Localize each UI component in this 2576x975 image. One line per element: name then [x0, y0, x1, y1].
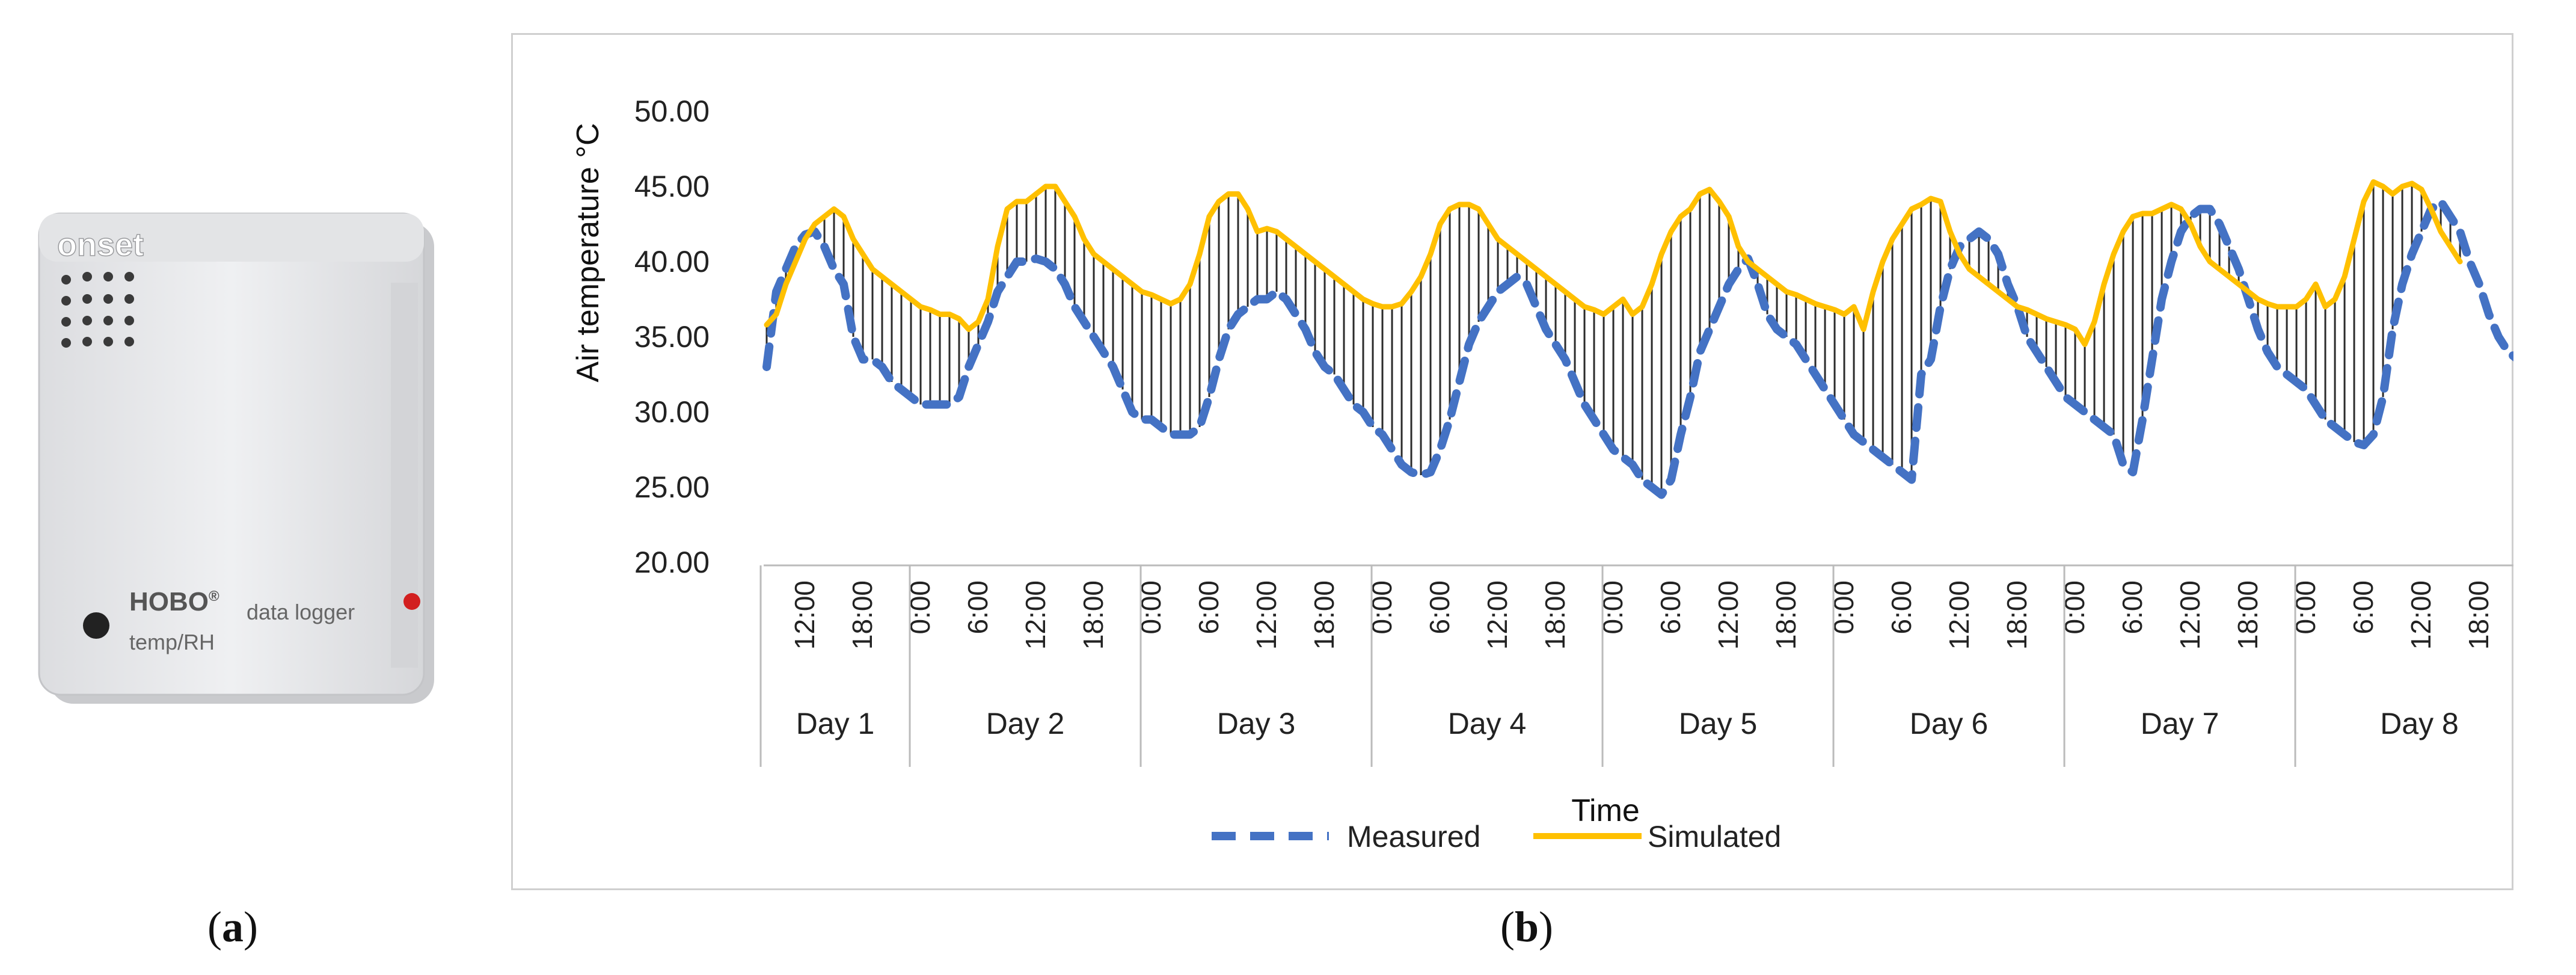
x-hour-tick-label: 12:00 — [1251, 580, 1282, 650]
panel-label-b: (b) — [1500, 903, 1554, 951]
x-hour-tick-label: 6:00 — [962, 580, 993, 635]
panel-letter-a: a — [221, 903, 244, 951]
panel-letter-b: b — [1514, 903, 1539, 951]
x-hour-tick-label: 6:00 — [2348, 580, 2379, 635]
chart-frame — [511, 33, 2513, 890]
x-day-label: Day 3 — [1217, 707, 1296, 740]
y-tick-labels: 50.00 45.00 40.00 35.00 30.00 25.00 20.00 — [634, 94, 710, 579]
svg-text:HOBO®: HOBO® — [129, 587, 219, 617]
x-hour-tick-label: 18:00 — [1078, 580, 1109, 650]
y-tick-label: 30.00 — [634, 395, 710, 429]
legend-label-simulated: Simulated — [1648, 820, 1781, 854]
logger-button — [83, 612, 109, 639]
logger-model: HOBO — [129, 587, 209, 617]
x-day-label: Day 5 — [1679, 707, 1758, 740]
x-axis-label: Time — [1571, 793, 1640, 828]
x-hour-tick-label: 12:00 — [1713, 580, 1744, 650]
panel-label-a: (a) — [207, 903, 258, 951]
x-hour-tick-label: 18:00 — [1308, 580, 1340, 650]
logger-side-panel — [391, 283, 418, 668]
x-hour-tick-label: 6:00 — [1193, 580, 1224, 635]
y-tick-label: 40.00 — [634, 245, 710, 278]
logger-model-mark: ® — [209, 588, 219, 604]
series-line-simulated — [764, 179, 2463, 347]
logger-led — [403, 593, 420, 610]
logger-desc: data logger — [247, 600, 355, 624]
x-hour-tick-label: 6:00 — [2117, 580, 2148, 635]
x-day-label: Day 1 — [796, 707, 875, 740]
x-hour-tick-label: 12:00 — [1482, 580, 1513, 650]
hobo-logger-photo: onset HOBO® data logger temp/RH — [38, 212, 434, 704]
x-hour-tick-label: 12:00 — [1943, 580, 1975, 650]
y-tick-label: 35.00 — [634, 320, 710, 354]
y-tick-label: 25.00 — [634, 470, 710, 504]
x-hour-tick-label: 18:00 — [2001, 580, 2032, 650]
legend: Measured Simulated — [1212, 820, 1781, 854]
x-hour-tick-label: 12:00 — [789, 580, 820, 650]
x-hour-tick-label: 18:00 — [2232, 580, 2263, 650]
logger-top-band — [39, 214, 424, 262]
x-day-label: Day 6 — [1910, 707, 1989, 740]
x-hour-tick-label: 12:00 — [1020, 580, 1051, 650]
x-hour-tick-label: 6:00 — [1886, 580, 1917, 635]
x-hour-tick-label: 6:00 — [1424, 580, 1455, 635]
y-tick-label: 50.00 — [634, 94, 710, 128]
series-line-measured — [762, 197, 2513, 499]
x-hour-tick-label: 18:00 — [847, 580, 878, 650]
logger-subdesc: temp/RH — [129, 630, 215, 654]
x-hour-tick-label: 18:00 — [1770, 580, 1802, 650]
x-hour-tick-label: 12:00 — [2174, 580, 2206, 650]
x-hour-tick-label: 18:00 — [2463, 580, 2494, 650]
x-day-label: Day 8 — [2380, 707, 2459, 740]
y-axis-label: Air temperature °C — [571, 123, 606, 382]
temperature-chart: 50.00 45.00 40.00 35.00 30.00 25.00 20.00 Air … — [571, 94, 2513, 854]
x-day-label: Day 4 — [1448, 707, 1527, 740]
y-tick-label: 20.00 — [634, 546, 710, 579]
legend-label-measured: Measured — [1347, 820, 1480, 854]
x-day-label: Day 7 — [2141, 707, 2219, 740]
y-tick-label: 45.00 — [634, 170, 710, 203]
vent-holes — [61, 272, 134, 348]
x-hour-tick-label: 18:00 — [1539, 580, 1571, 650]
logger-brand: onset — [57, 227, 144, 263]
x-hour-tick-label: 6:00 — [1655, 580, 1686, 635]
x-day-label: Day 2 — [986, 707, 1065, 740]
x-hour-tick-label: 12:00 — [2405, 580, 2436, 650]
